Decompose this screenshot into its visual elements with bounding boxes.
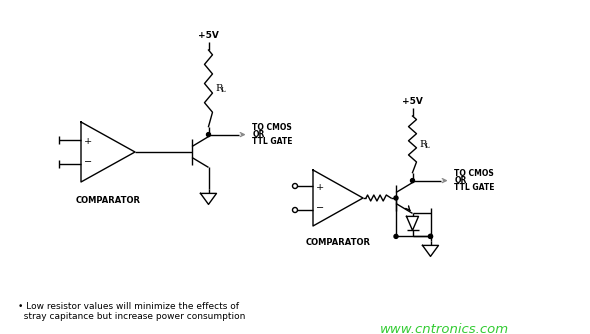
Circle shape xyxy=(293,183,297,188)
Text: COMPARATOR: COMPARATOR xyxy=(306,238,371,247)
Text: L: L xyxy=(221,86,225,94)
Circle shape xyxy=(428,234,432,238)
Text: COMPARATOR: COMPARATOR xyxy=(76,196,140,205)
Text: R: R xyxy=(419,140,427,149)
Text: +5V: +5V xyxy=(402,97,423,106)
Text: +: + xyxy=(84,137,92,146)
Text: TO CMOS: TO CMOS xyxy=(253,123,292,132)
Circle shape xyxy=(293,207,297,212)
Text: −: − xyxy=(84,159,92,167)
Text: +: + xyxy=(316,182,324,191)
Text: OR: OR xyxy=(454,176,467,185)
Circle shape xyxy=(428,234,432,238)
Circle shape xyxy=(394,196,398,200)
Circle shape xyxy=(394,234,398,238)
Text: stray capitance but increase power consumption: stray capitance but increase power consu… xyxy=(18,312,245,321)
Text: −: − xyxy=(316,204,324,213)
Text: • Low resistor values will minimize the effects of: • Low resistor values will minimize the … xyxy=(18,302,239,311)
Text: TTL GATE: TTL GATE xyxy=(454,183,495,192)
Text: TO CMOS: TO CMOS xyxy=(454,169,494,178)
Circle shape xyxy=(206,133,211,137)
Text: L: L xyxy=(424,142,429,150)
Text: +5V: +5V xyxy=(198,31,219,40)
Text: TTL GATE: TTL GATE xyxy=(253,137,293,146)
Text: www.cntronics.com: www.cntronics.com xyxy=(380,323,509,334)
Text: R: R xyxy=(215,84,223,93)
Text: OR: OR xyxy=(253,130,265,139)
Circle shape xyxy=(411,179,415,183)
